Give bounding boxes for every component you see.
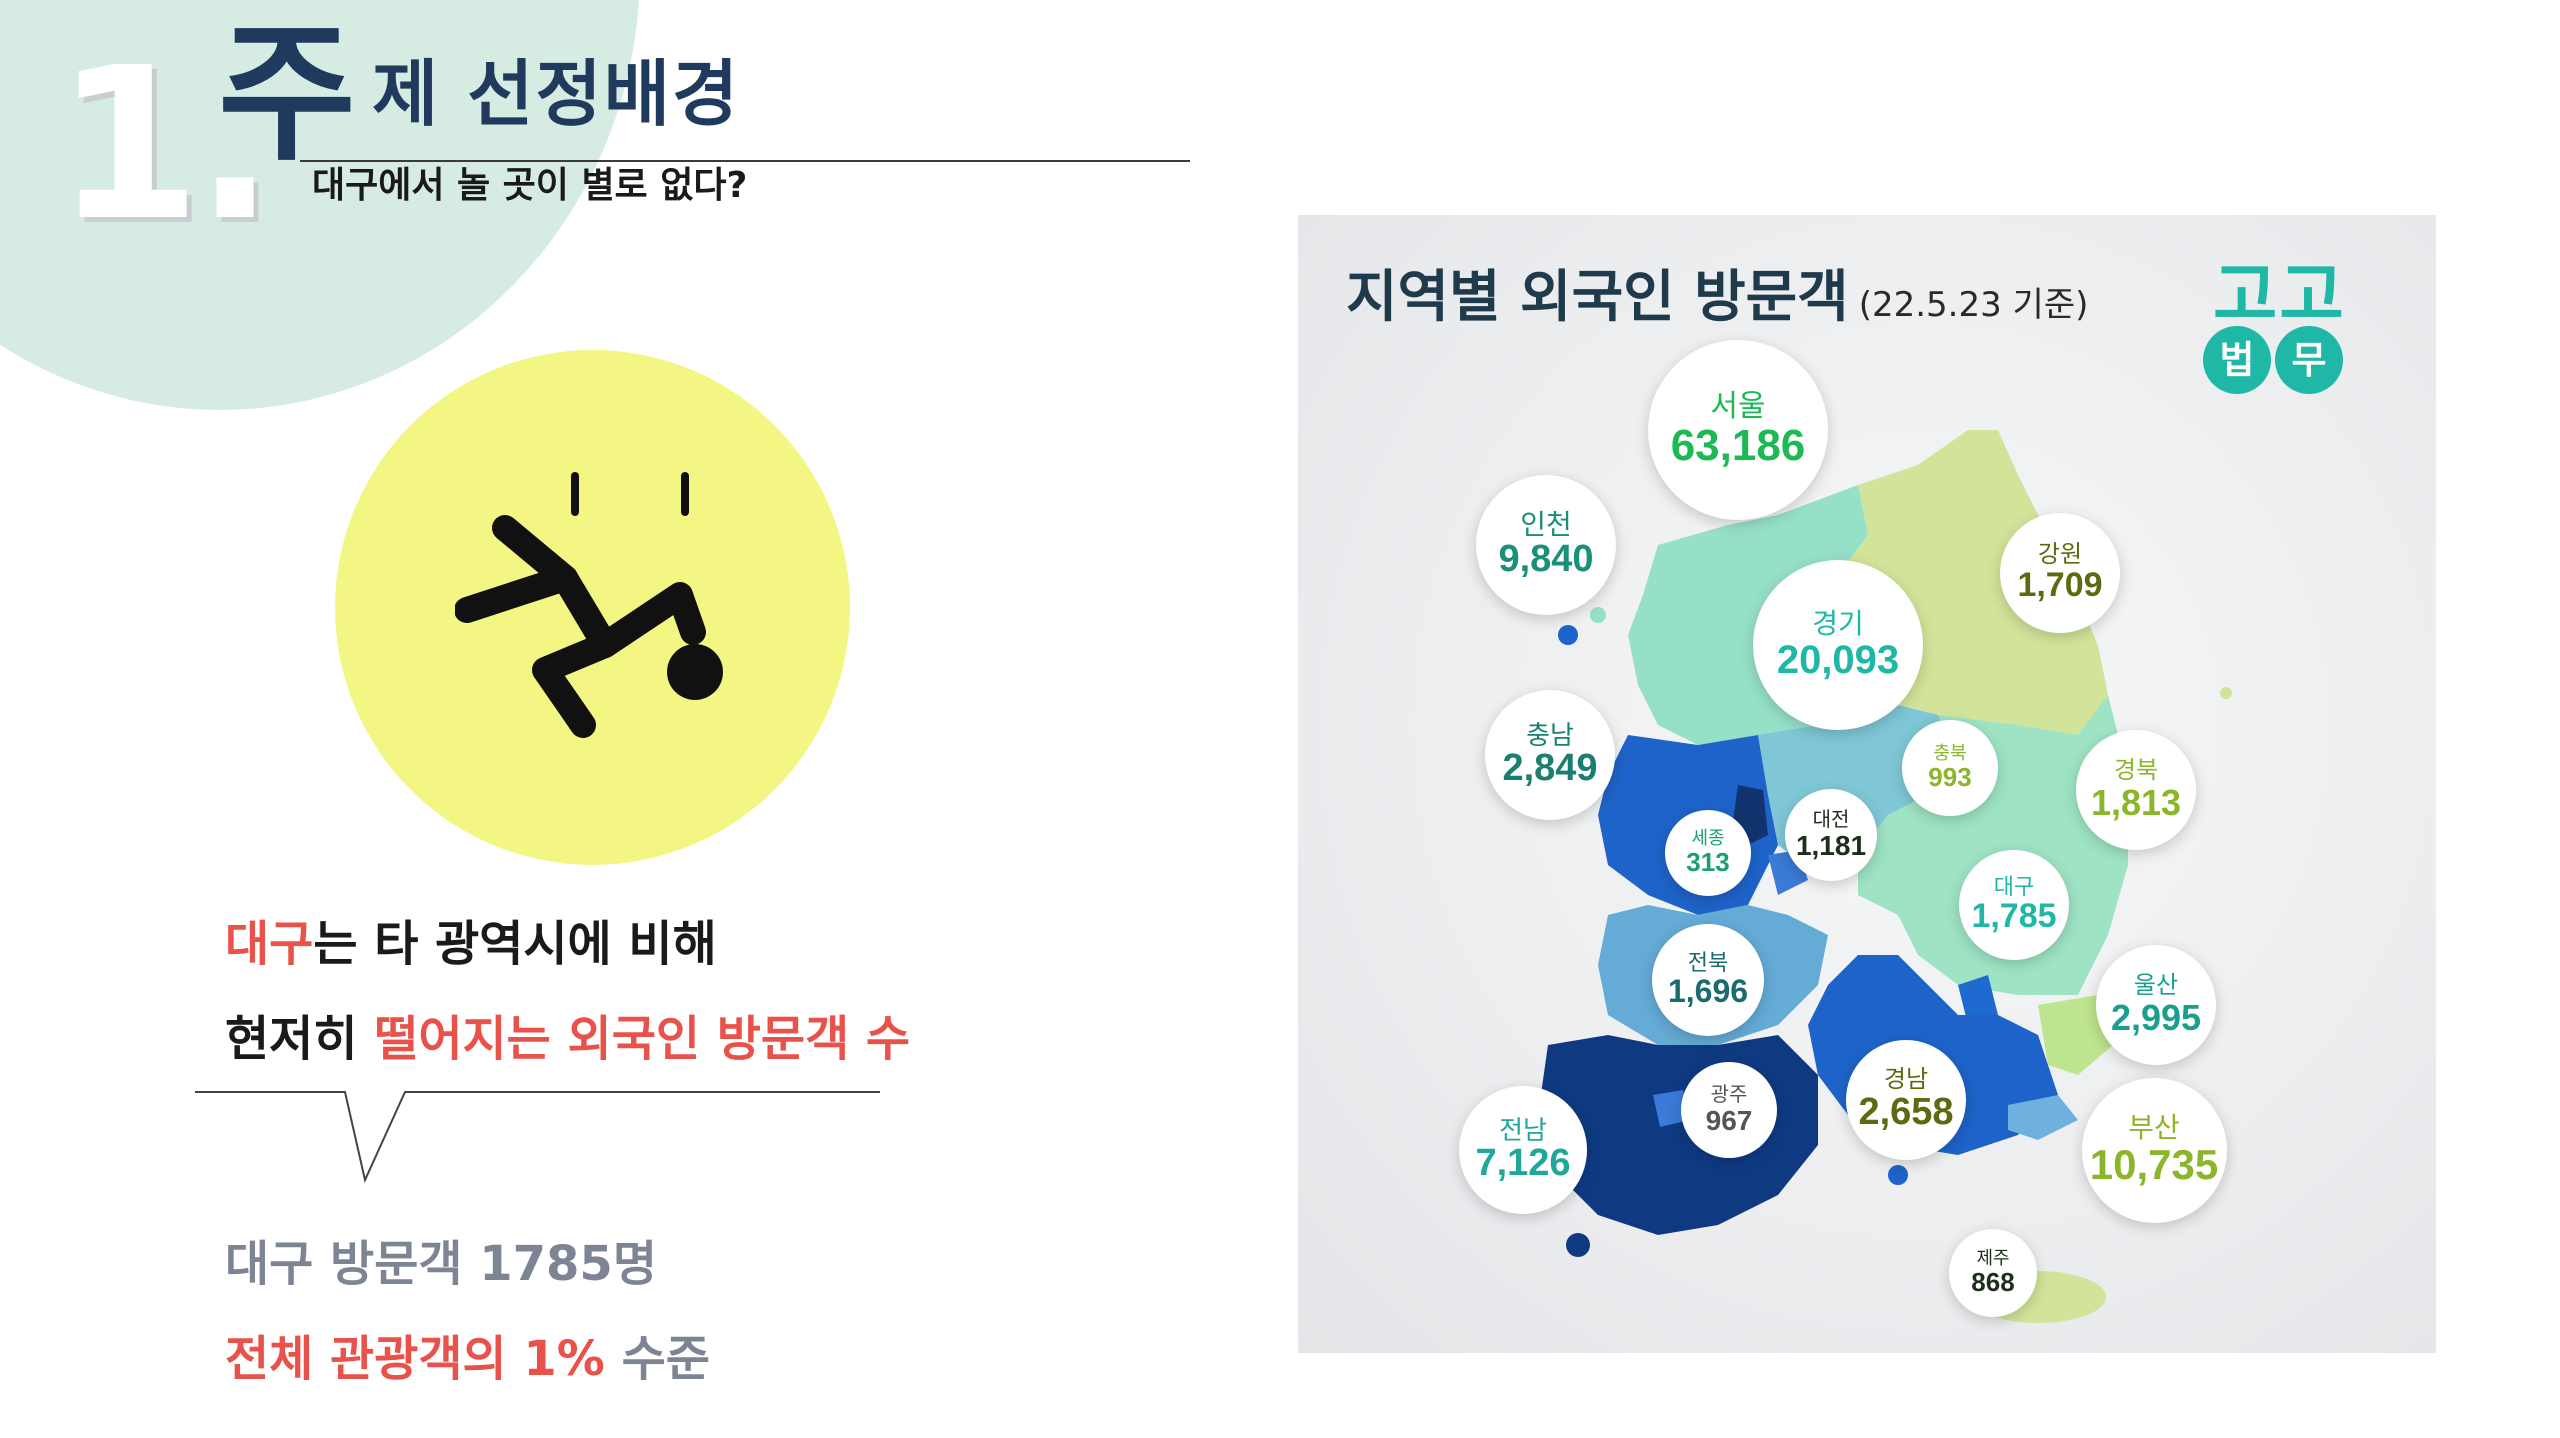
brand-logo: 고고 법 무 bbox=[2203, 254, 2393, 394]
page-subtitle: 대구에서 놀 곳이 별로 없다? bbox=[312, 165, 748, 206]
region-bubble: 전남 7,126 bbox=[1459, 1086, 1587, 1214]
region-value: 1,709 bbox=[2017, 566, 2103, 605]
region-bubble: 전북 1,696 bbox=[1652, 924, 1764, 1036]
visitor-share-rest: 수준 bbox=[604, 1331, 710, 1387]
region-bubble: 인천 9,840 bbox=[1476, 475, 1616, 615]
region-name: 제주 bbox=[1976, 1248, 2010, 1269]
map-title-date: (22.5.23 기준) bbox=[1858, 285, 2089, 325]
lead-line-2-prefix: 현저히 bbox=[225, 1011, 375, 1067]
region-value: 1,813 bbox=[2090, 782, 2182, 824]
daegu-visitor-count: 대구 방문객 1785명 bbox=[225, 1236, 657, 1292]
page-title: 제 선정배경 bbox=[372, 52, 741, 136]
lead-line-1: 대구는 타 광역시에 비해 bbox=[225, 920, 717, 968]
region-bubble: 제주 868 bbox=[1949, 1229, 2037, 1317]
region-value: 967 bbox=[1705, 1105, 1753, 1137]
region-bubble: 경기 20,093 bbox=[1753, 560, 1923, 730]
region-name: 울산 bbox=[2133, 971, 2179, 999]
region-name: 전남 bbox=[1499, 1114, 1547, 1145]
map-title-text: 지역별 외국인 방문객 bbox=[1346, 265, 1849, 330]
brand-logo-top: 고고 bbox=[2213, 254, 2346, 336]
region-name: 경남 bbox=[1883, 1065, 1929, 1093]
lead-line-2-highlight: 떨어지는 외국인 방문객 수 bbox=[374, 1011, 911, 1067]
region-name: 경북 bbox=[2113, 756, 2159, 784]
region-shape-ulsan bbox=[2038, 995, 2113, 1075]
region-name: 부산 bbox=[2128, 1111, 2180, 1143]
region-bubble: 부산 10,735 bbox=[2081, 1077, 2227, 1223]
visitor-share: 전체 관광객의 1% 수준 bbox=[225, 1335, 710, 1383]
page-title-first-char: 주 bbox=[218, 8, 357, 182]
region-name: 전북 bbox=[1687, 950, 1729, 976]
visitor-share-highlight: 전체 관광객의 1% bbox=[225, 1331, 605, 1387]
region-value: 868 bbox=[1971, 1267, 2015, 1298]
callout-pointer bbox=[195, 1091, 880, 1184]
region-name: 충남 bbox=[1526, 719, 1574, 750]
region-bubble: 광주 967 bbox=[1681, 1062, 1777, 1158]
region-value: 1,785 bbox=[1971, 897, 2057, 936]
region-bubble: 세종 313 bbox=[1665, 810, 1751, 896]
region-name: 세종 bbox=[1691, 828, 1725, 849]
region-value: 20,093 bbox=[1776, 638, 1900, 683]
region-name: 경기 bbox=[1812, 607, 1864, 639]
region-value: 2,658 bbox=[1858, 1091, 1954, 1134]
falling-person-icon bbox=[455, 472, 723, 738]
brand-logo-char-2: 무 bbox=[2275, 326, 2343, 394]
region-name: 대구 bbox=[1993, 874, 2035, 900]
map-title: 지역별 외국인 방문객 (22.5.23 기준) bbox=[1346, 270, 2088, 326]
region-value: 1,181 bbox=[1795, 830, 1867, 862]
region-value: 2,995 bbox=[2110, 997, 2202, 1039]
region-value: 7,126 bbox=[1475, 1142, 1571, 1185]
region-name: 대전 bbox=[1812, 809, 1850, 832]
region-bubble: 서울 63,186 bbox=[1648, 340, 1828, 520]
region-value: 10,735 bbox=[2089, 1141, 2219, 1189]
region-bubble: 충북 993 bbox=[1902, 720, 1998, 816]
region-bubble: 대구 1,785 bbox=[1959, 850, 2069, 960]
region-value: 993 bbox=[1928, 762, 1972, 793]
map-infographic: 지역별 외국인 방문객 (22.5.23 기준) 고고 법 무 서울 63,186 인… bbox=[1298, 215, 2436, 1353]
region-shape-busan bbox=[2008, 1095, 2078, 1140]
region-name: 강원 bbox=[2037, 540, 2083, 568]
region-bubble: 울산 2,995 bbox=[2096, 945, 2216, 1065]
region-bubble: 경북 1,813 bbox=[2076, 730, 2196, 850]
region-value: 1,696 bbox=[1667, 973, 1749, 1010]
brand-logo-char-1: 법 bbox=[2203, 326, 2271, 394]
region-shape-daegu bbox=[1958, 975, 1998, 1025]
region-value: 9,840 bbox=[1498, 538, 1594, 581]
region-bubble: 강원 1,709 bbox=[2000, 513, 2120, 633]
title-divider bbox=[300, 160, 1190, 162]
lead-line-1-rest: 는 타 광역시에 비해 bbox=[313, 916, 717, 972]
highlight-daegu: 대구 bbox=[225, 916, 314, 972]
region-shape-gwangju bbox=[1653, 1090, 1690, 1127]
region-bubble: 충남 2,849 bbox=[1485, 690, 1615, 820]
region-bubble: 대전 1,181 bbox=[1785, 789, 1877, 881]
region-name: 광주 bbox=[1710, 1084, 1748, 1107]
lead-line-2: 현저히 떨어지는 외국인 방문객 수 bbox=[225, 1015, 910, 1063]
section-number: 1. bbox=[55, 22, 275, 267]
region-value: 313 bbox=[1686, 847, 1730, 878]
region-value: 2,849 bbox=[1502, 747, 1598, 790]
region-value: 63,186 bbox=[1670, 421, 1806, 471]
region-name: 인천 bbox=[1520, 508, 1572, 540]
region-name: 서울 bbox=[1710, 390, 1766, 424]
region-bubble: 경남 2,658 bbox=[1846, 1040, 1966, 1160]
region-name: 충북 bbox=[1933, 743, 1967, 764]
